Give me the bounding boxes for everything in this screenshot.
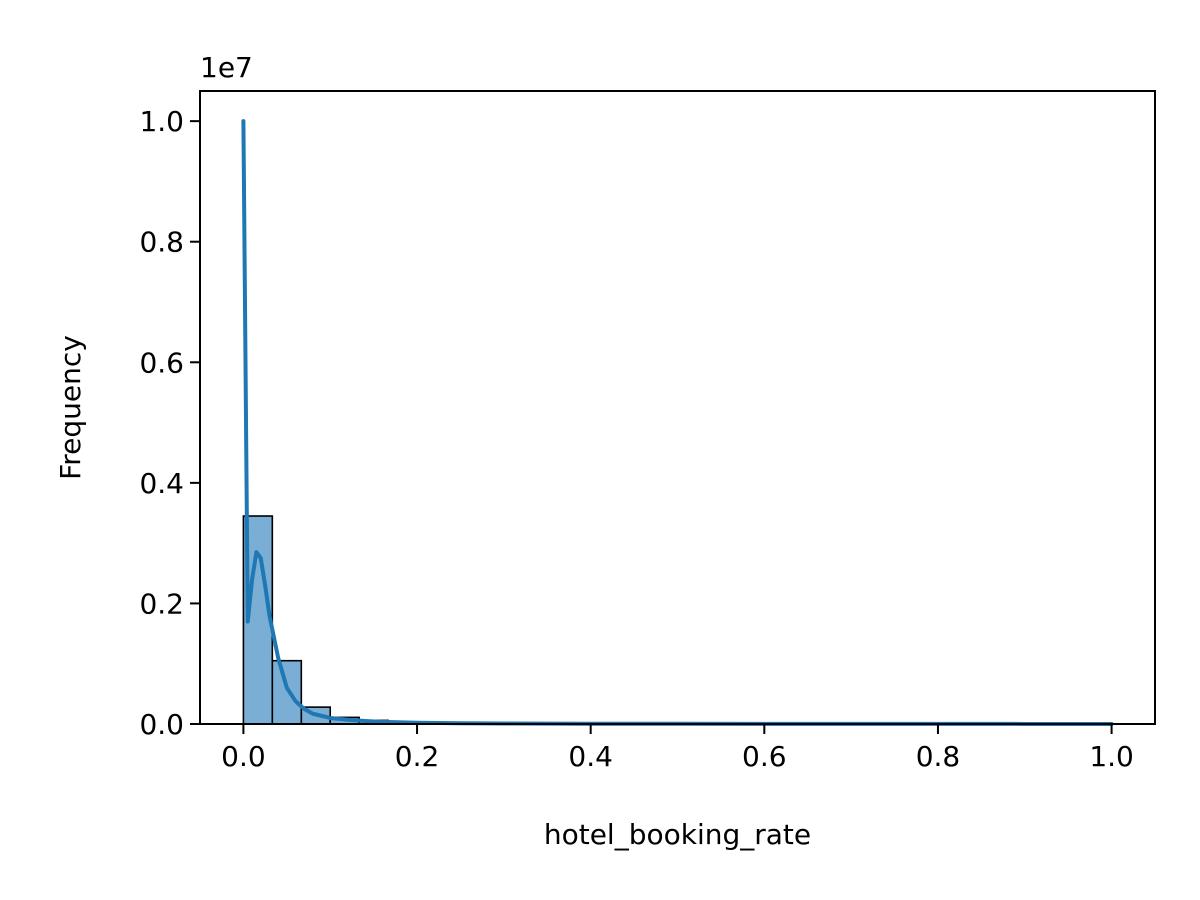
x-tick-label: 0.0 — [221, 740, 266, 773]
plot-frame — [199, 90, 1156, 725]
x-tick-label: 0.4 — [568, 740, 613, 773]
y-tick-label: 1.0 — [139, 105, 184, 138]
y-tick-label: 0.6 — [139, 346, 184, 379]
x-axis-title: hotel_booking_rate — [544, 818, 811, 851]
y-tick-label: 0.0 — [139, 708, 184, 741]
x-tick-label: 0.6 — [742, 740, 787, 773]
x-axis-ticks: 0.0 0.2 0.4 0.6 0.8 1.0 — [221, 724, 1134, 773]
histogram-bar — [271, 659, 303, 725]
x-tick-label: 1.0 — [1089, 740, 1134, 773]
y-offset-label: 1e7 — [200, 51, 253, 84]
y-axis-ticks: 0.0 0.2 0.4 0.6 0.8 1.0 — [139, 105, 200, 741]
x-tick-label: 0.2 — [395, 740, 440, 773]
y-tick-label: 0.2 — [139, 587, 184, 620]
y-tick-label: 0.4 — [139, 467, 184, 500]
x-tick-label: 0.8 — [916, 740, 961, 773]
y-tick-label: 0.8 — [139, 226, 184, 259]
y-axis-title: Frequency — [54, 335, 87, 480]
